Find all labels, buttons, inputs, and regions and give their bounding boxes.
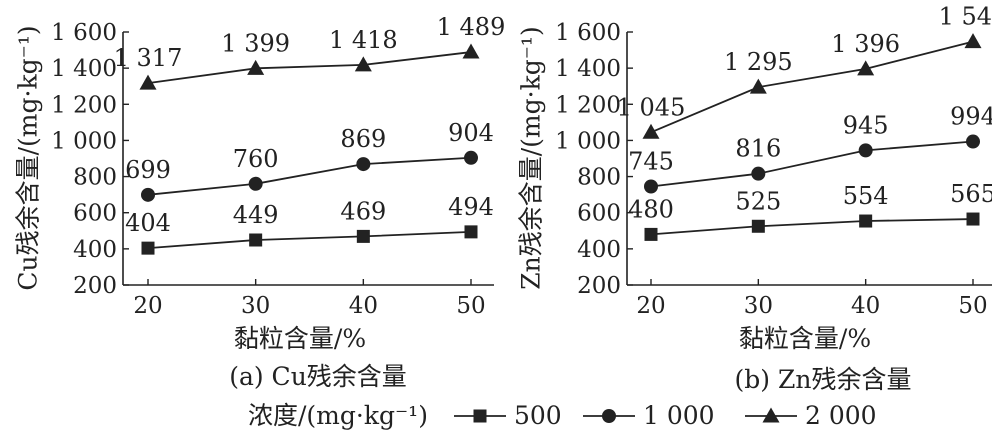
zn-point-square [751,219,765,233]
cu-data-label: 1 489 [437,13,506,41]
zn-data-label: 945 [843,111,889,139]
zn-data-label: 554 [843,182,889,210]
zn-y-tick-label: 400 [577,237,621,263]
zn-data-label: 525 [735,187,781,215]
zn-point-circle [858,143,873,158]
legend-marker-triangle [762,407,780,423]
cu-data-label: 760 [233,145,279,173]
zn-y-tick-label: 1 200 [555,92,621,118]
cu-point-circle [248,176,263,191]
cu-point-square [464,225,478,239]
cu-x-tick-label: 20 [133,293,162,319]
zn-data-label: 1 295 [724,48,793,76]
zn-y-tick-label: 800 [577,165,621,191]
zn-point-circle [751,166,766,181]
zn-point-square [859,214,873,228]
legend: 浓度/(mg·kg⁻¹) 500 1 000 2 000 [248,401,877,430]
cu-y-tick-label: 200 [73,273,117,299]
cu-x-tick-label: 40 [349,293,378,319]
zn-point-triangle [964,33,982,49]
zn-point-square [966,212,980,226]
zn-data-label: 1 396 [831,30,900,58]
legend-title: 浓度/(mg·kg⁻¹) [248,401,428,430]
cu-series-line-circle [147,156,472,196]
zn-point-triangle [642,123,660,139]
zn-y-axis-label: Zn残余含量/(mg·kg⁻¹) [517,26,546,289]
zn-point-circle [966,134,980,149]
zn-y-tick-label: 600 [577,201,621,227]
cu-data-label: 494 [448,193,494,221]
zn-x-tick-label: 50 [958,293,987,319]
zn-series-line-triangle [650,40,974,134]
cu-data-label: 1 317 [114,44,183,72]
legend-marker-circle [602,409,616,423]
zn-x-tick-label: 20 [636,293,665,319]
cu-x-axis-label: 黏粒含量/% [234,324,366,353]
zn-x-axis-label: 黏粒含量/% [739,324,871,353]
zn-x-tick-label: 30 [744,293,773,319]
cu-y-tick-label: 600 [73,201,117,227]
cu-y-tick-label: 800 [73,165,117,191]
cu-y-tick-label: 1 600 [51,20,117,46]
cu-point-circle [464,150,478,165]
legend-item-label: 2 000 [805,401,877,430]
cu-series-line-square [147,230,472,250]
cu-x-tick-label: 50 [456,293,485,319]
cu-series-line-triangle [147,51,472,85]
chart-panel-zn: 200 400 600 800 1 000 1 200 1 400 1 600 20 30 40 50… [517,3,992,394]
zn-data-label: 1 547 [939,3,992,31]
zn-point-triangle [857,60,875,76]
cu-caption: (a) Cu残余含量 [229,362,407,391]
cu-data-label: 469 [340,197,386,225]
zn-point-triangle [749,78,767,94]
cu-data-label: 1 399 [221,29,290,57]
cu-y-axis-label: Cu残余含量/(mg·kg⁻¹) [14,25,43,290]
cu-data-label: 449 [233,201,279,229]
legend-item-label: 1 000 [643,401,715,430]
zn-data-label: 994 [950,103,992,131]
cu-point-square [249,233,263,247]
zn-point-circle [644,179,658,194]
zn-y-tick-label: 200 [577,273,621,299]
cu-data-label: 904 [448,119,494,147]
cu-y-tick-label: 1 400 [51,56,117,82]
cu-point-square [356,229,370,243]
cu-point-circle [141,187,155,202]
cu-x-tick-label: 30 [241,293,270,319]
legend-item-label: 500 [514,401,562,430]
cu-y-tick-label: 1 000 [51,128,117,154]
zn-y-tick-label: 1 600 [555,20,621,46]
legend-marker-square [473,409,487,423]
cu-point-triangle [139,74,157,90]
cu-data-label: 404 [125,209,171,237]
cu-y-tick-label: 400 [73,237,117,263]
zn-data-label: 565 [950,180,992,208]
zn-x-tick-label: 40 [851,293,880,319]
zn-point-square [644,227,658,241]
zn-data-label: 480 [628,195,674,223]
cu-data-label: 869 [340,125,386,153]
zn-series-line-circle [650,140,974,188]
zn-caption: (b) Zn残余含量 [735,365,912,394]
cu-data-label: 1 418 [329,26,398,54]
cu-y-tick-label: 1 200 [51,92,117,118]
cu-point-circle [356,157,371,172]
zn-data-label: 745 [628,148,674,176]
cu-point-square [141,241,155,255]
zn-series-line-square [650,218,974,236]
zn-y-tick-label: 1 400 [555,56,621,82]
zn-data-label: 816 [735,135,781,163]
cu-data-label: 699 [125,156,171,184]
chart-panel-cu: 200 400 600 800 1 000 1 200 1 400 1 600 20 30 40 50… [14,13,506,391]
zn-y-tick-label: 1 000 [555,128,621,154]
cu-point-triangle [462,43,480,59]
cu-point-triangle [247,59,265,75]
zn-data-label: 1 045 [617,93,686,121]
cu-point-triangle [354,56,372,72]
